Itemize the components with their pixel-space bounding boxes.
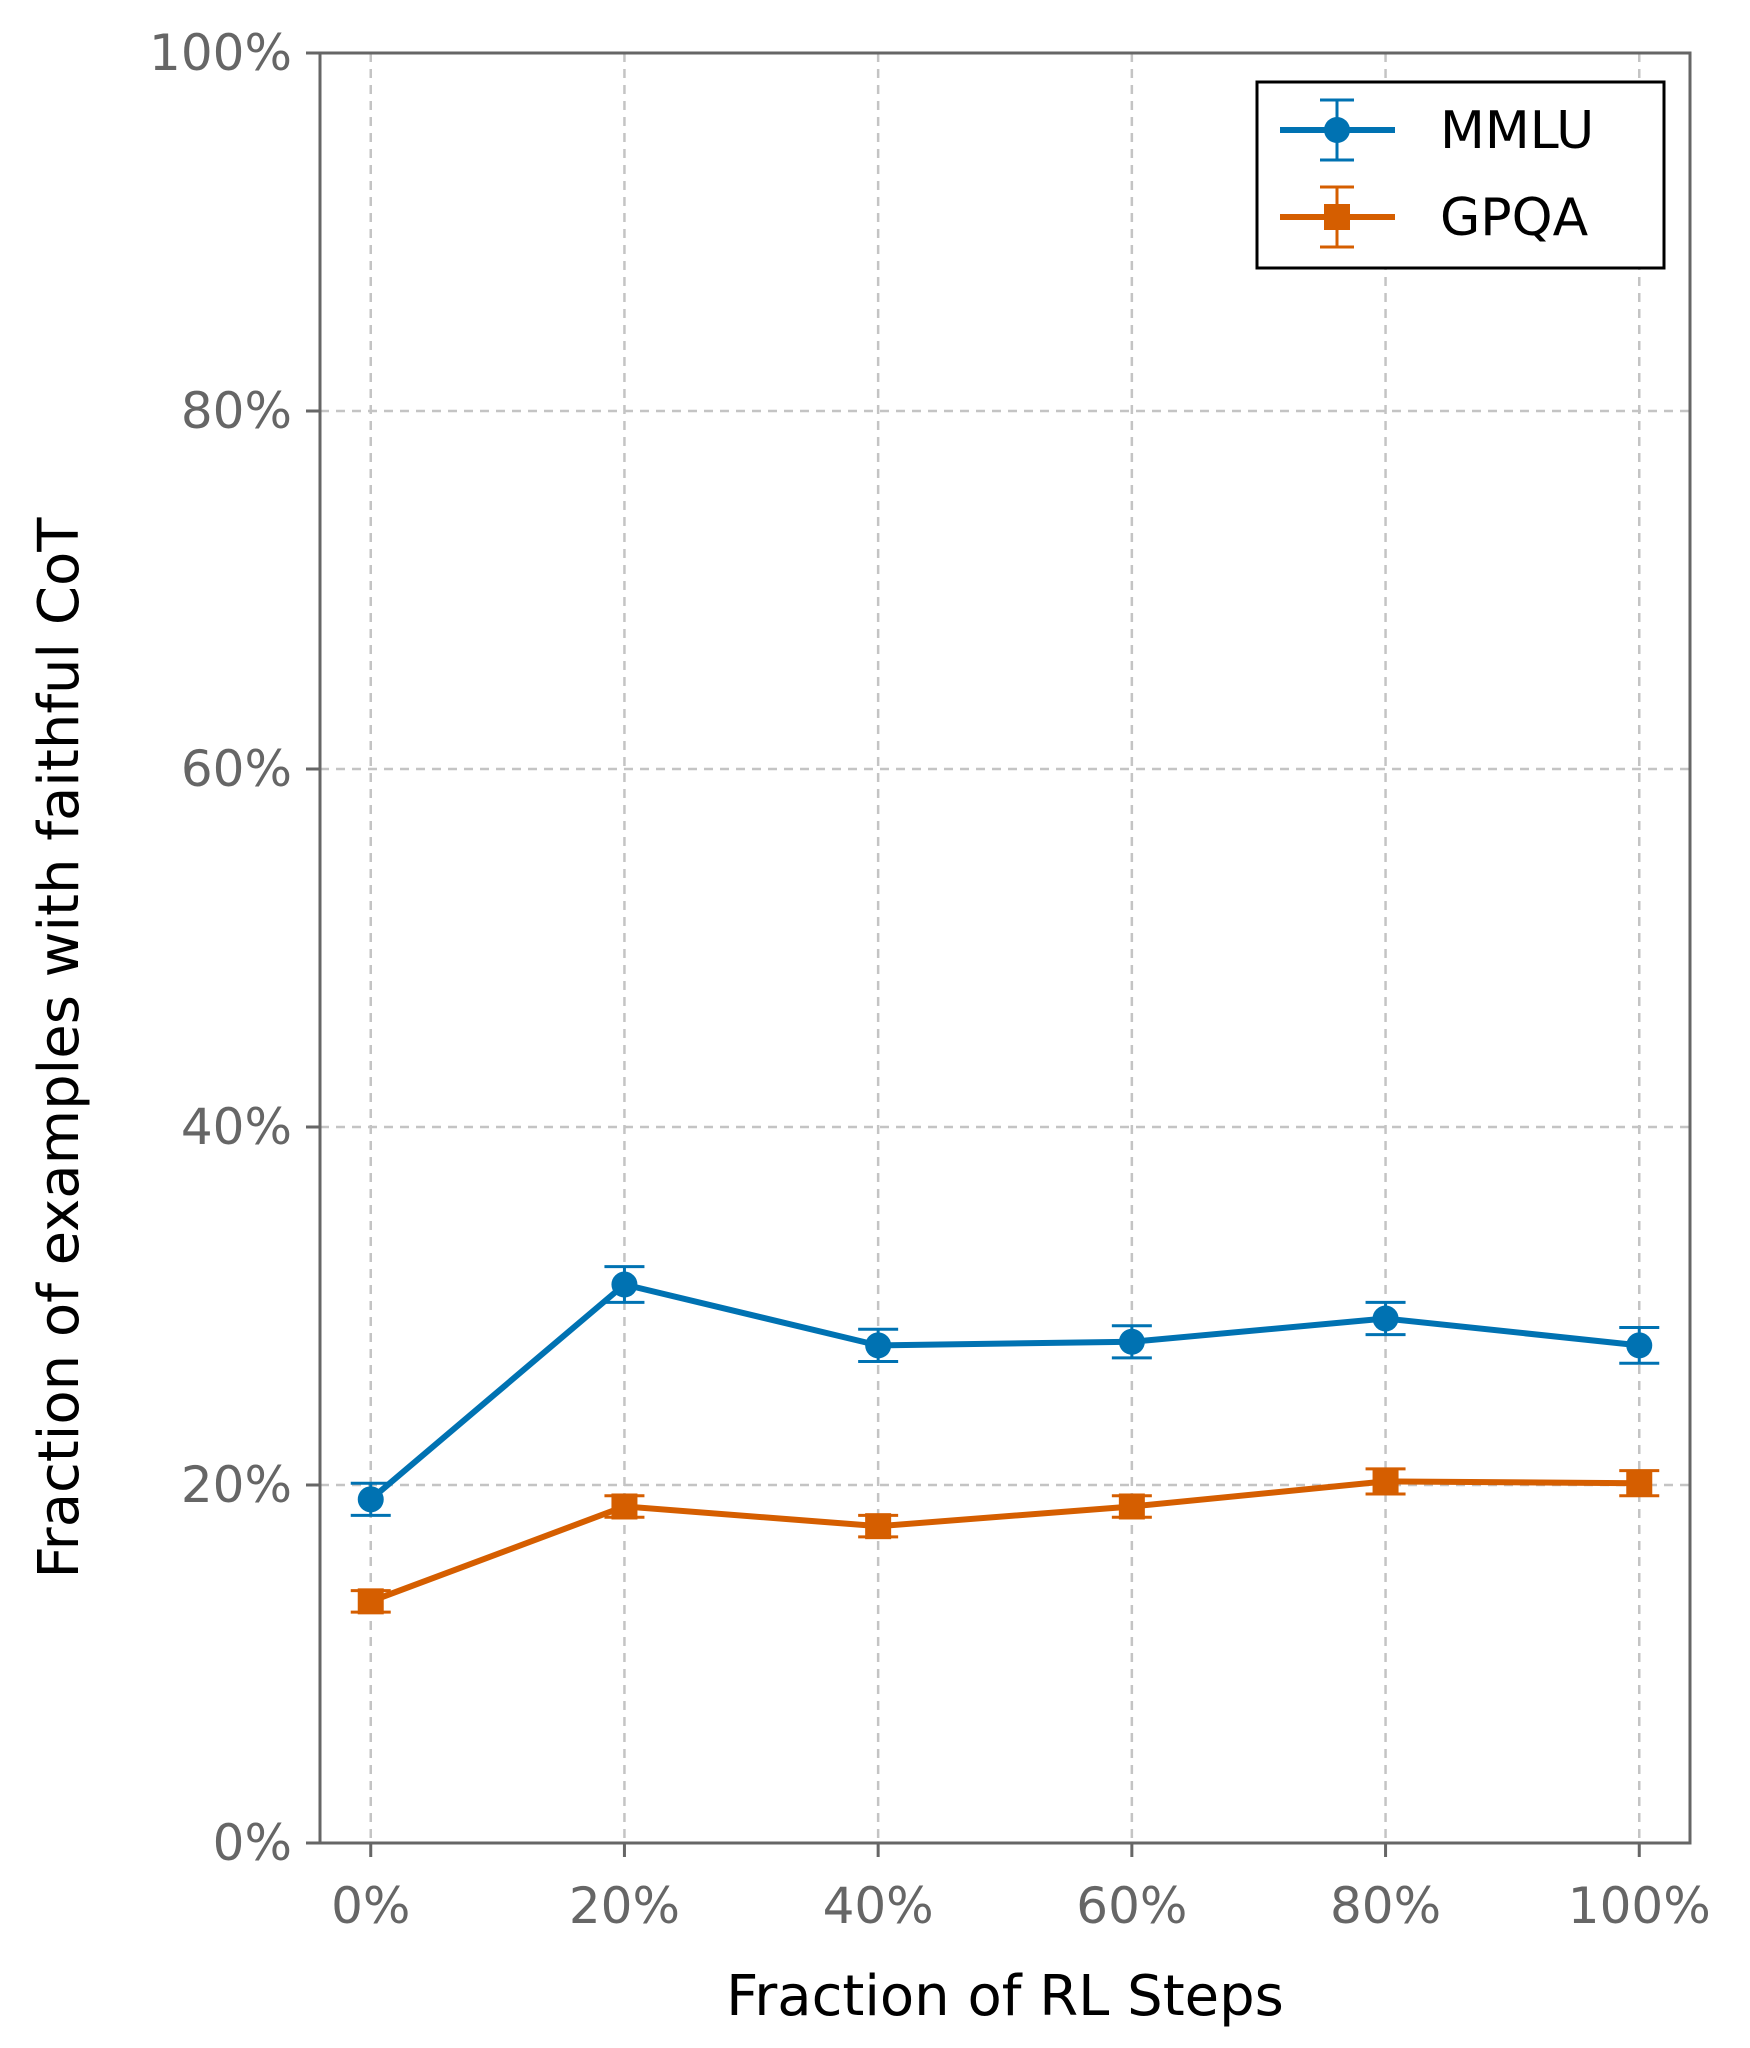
data-point-mmlu bbox=[1118, 1328, 1145, 1355]
y-axis-title: Fraction of examples with faithful CoT bbox=[27, 517, 92, 1579]
x-axis-title: Fraction of RL Steps bbox=[726, 1964, 1284, 2029]
legend-marker-mmlu bbox=[1324, 117, 1350, 143]
series-group bbox=[350, 1265, 1660, 1615]
data-point-mmlu bbox=[1372, 1305, 1399, 1332]
data-point-gpqa bbox=[1118, 1493, 1145, 1520]
legend-box bbox=[1255, 80, 1666, 270]
x-tick-label: 20% bbox=[569, 1877, 680, 1935]
axis-ticks: 0% 20% 40% 60% 80% 100% 0% 20% 40% 60% 80% 100% bbox=[149, 24, 1711, 1935]
y-tick-label: 40% bbox=[181, 1098, 292, 1156]
x-tick-label: 100% bbox=[1568, 1877, 1711, 1935]
y-tick-label: 20% bbox=[181, 1456, 292, 1514]
plot-area-frame bbox=[318, 51, 1692, 1845]
data-point-gpqa bbox=[1372, 1468, 1399, 1495]
data-point-mmlu bbox=[865, 1332, 892, 1359]
x-tick-label: 60% bbox=[1076, 1877, 1187, 1935]
y-tick-label: 100% bbox=[149, 24, 292, 82]
x-tick-label: 40% bbox=[823, 1877, 934, 1935]
grid bbox=[320, 53, 1690, 1843]
series-gpqa bbox=[350, 1467, 1660, 1615]
series-mmlu bbox=[350, 1265, 1660, 1517]
legend-marker-gpqa bbox=[1324, 204, 1350, 230]
data-point-gpqa bbox=[1626, 1470, 1653, 1497]
x-tick-label: 0% bbox=[331, 1877, 410, 1935]
data-point-mmlu bbox=[357, 1486, 384, 1513]
data-point-gpqa bbox=[357, 1588, 384, 1615]
data-point-mmlu bbox=[611, 1271, 638, 1298]
y-tick-label: 80% bbox=[181, 382, 292, 440]
y-tick-label: 0% bbox=[213, 1814, 292, 1872]
x-tick-label: 80% bbox=[1330, 1877, 1441, 1935]
y-tick-label: 60% bbox=[181, 740, 292, 798]
data-point-mmlu bbox=[1626, 1332, 1653, 1359]
legend-label-gpqa: GPQA bbox=[1440, 188, 1589, 248]
legend-entry-mmlu: MMLU bbox=[1280, 98, 1594, 162]
data-point-gpqa bbox=[611, 1493, 638, 1520]
legend-entry-gpqa: GPQA bbox=[1280, 185, 1589, 249]
legend: MMLU GPQA bbox=[1255, 80, 1666, 270]
series-line-gpqa bbox=[369, 1478, 1640, 1605]
series-line-mmlu bbox=[368, 1281, 1640, 1502]
legend-label-mmlu: MMLU bbox=[1440, 101, 1594, 161]
data-point-gpqa bbox=[865, 1513, 892, 1540]
